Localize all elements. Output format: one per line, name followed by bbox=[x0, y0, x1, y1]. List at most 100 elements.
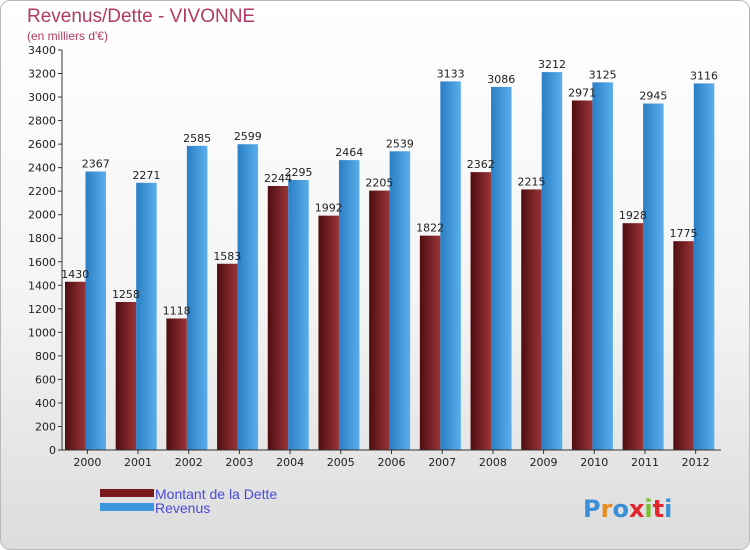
logo-letter: r bbox=[601, 495, 613, 523]
value-label-dette-2003: 1583 bbox=[213, 250, 241, 263]
value-label-revenus-2007: 3133 bbox=[437, 67, 465, 80]
value-labels-layer: 1430 1258 1118 1583 2244 1992 2205 1822 2362 2215… bbox=[61, 58, 718, 317]
bar-revenus-2004 bbox=[288, 180, 309, 450]
bar-revenus-2009 bbox=[541, 72, 563, 450]
bar-revenus-2001 bbox=[136, 182, 157, 450]
bar-dette-2002 bbox=[166, 318, 187, 450]
value-label-dette-2009: 2215 bbox=[517, 175, 545, 188]
bar-revenus-2007 bbox=[440, 81, 461, 450]
bar-dette-2008 bbox=[470, 172, 492, 450]
y-tick-label-400: 400 bbox=[35, 397, 56, 410]
bar-dette-2010 bbox=[571, 100, 593, 451]
x-tick-label-2000: 2000 bbox=[73, 456, 101, 469]
x-tick-label-2004: 2004 bbox=[276, 456, 304, 469]
axes-layer: 0 200 400 600 800 1000 1200 1400 1600 1800 2000 220… bbox=[28, 44, 721, 469]
y-tick-label-1400: 1400 bbox=[28, 279, 56, 292]
y-tick-label-2800: 2800 bbox=[28, 115, 56, 128]
value-label-dette-2012: 1775 bbox=[670, 227, 698, 240]
bar-dette-2005 bbox=[318, 215, 339, 450]
x-tick-label-2012: 2012 bbox=[682, 456, 710, 469]
legend-label-dette: Montant de la Dette bbox=[155, 486, 277, 502]
value-label-revenus-2002: 2585 bbox=[183, 132, 211, 145]
chart-subtitle: (en milliers d'€) bbox=[27, 29, 108, 43]
bar-dette-2012 bbox=[673, 241, 694, 450]
value-label-revenus-2004: 2295 bbox=[285, 166, 313, 179]
bar-dette-2006 bbox=[369, 190, 390, 450]
bar-revenus-2002 bbox=[186, 145, 208, 450]
y-tick-label-0: 0 bbox=[49, 444, 56, 457]
x-tick-label-2009: 2009 bbox=[530, 456, 558, 469]
x-tick-label-2010: 2010 bbox=[580, 456, 608, 469]
y-tick-label-3200: 3200 bbox=[28, 68, 56, 81]
bar-dette-2001 bbox=[115, 302, 137, 450]
logo-letter: x bbox=[629, 495, 645, 523]
legend-swatch-dette bbox=[100, 489, 154, 497]
x-tick-label-2005: 2005 bbox=[327, 456, 355, 469]
y-tick-label-2600: 2600 bbox=[28, 138, 56, 151]
bar-dette-2011 bbox=[622, 223, 644, 450]
value-label-revenus-2008: 3086 bbox=[487, 73, 515, 86]
bar-revenus-2012 bbox=[693, 83, 715, 450]
legend-label-revenus: Revenus bbox=[155, 500, 210, 516]
value-label-revenus-2005: 2464 bbox=[335, 146, 363, 159]
y-tick-label-2200: 2200 bbox=[28, 185, 56, 198]
value-label-revenus-2000: 2367 bbox=[82, 158, 110, 171]
y-tick-label-1000: 1000 bbox=[28, 326, 56, 339]
bar-revenus-2008 bbox=[491, 86, 512, 451]
proxiti-logo: Proxiti bbox=[583, 495, 672, 523]
bar-revenus-2010 bbox=[592, 82, 613, 451]
bar-revenus-2005 bbox=[338, 160, 360, 450]
y-tick-label-3400: 3400 bbox=[28, 44, 56, 57]
bar-dette-2000 bbox=[65, 281, 86, 450]
bars-layer bbox=[65, 72, 715, 451]
value-label-revenus-2012: 3116 bbox=[690, 69, 718, 82]
value-label-revenus-2009: 3212 bbox=[538, 58, 566, 71]
y-tick-label-2400: 2400 bbox=[28, 162, 56, 175]
logo-letter: t bbox=[653, 495, 664, 523]
y-tick-label-200: 200 bbox=[35, 420, 56, 433]
logo-letter: i bbox=[664, 495, 672, 523]
x-tick-label-2006: 2006 bbox=[378, 456, 406, 469]
legend: Montant de la Dette Revenus bbox=[100, 486, 277, 516]
bar-revenus-2003 bbox=[237, 144, 259, 450]
value-label-revenus-2001: 2271 bbox=[132, 169, 160, 182]
value-label-revenus-2010: 3125 bbox=[589, 68, 617, 81]
value-label-dette-2001: 1258 bbox=[112, 288, 140, 301]
bar-dette-2003 bbox=[217, 263, 238, 450]
y-tick-label-1800: 1800 bbox=[28, 232, 56, 245]
x-tick-label-2007: 2007 bbox=[428, 456, 456, 469]
value-label-revenus-2006: 2539 bbox=[386, 137, 414, 150]
value-label-revenus-2011: 2945 bbox=[639, 90, 667, 103]
logo-letter: o bbox=[612, 495, 629, 523]
bar-revenus-2006 bbox=[389, 151, 411, 450]
bar-dette-2004 bbox=[267, 186, 289, 450]
bar-dette-2007 bbox=[419, 235, 441, 450]
value-label-dette-2000: 1430 bbox=[61, 268, 89, 281]
x-tick-label-2008: 2008 bbox=[479, 456, 507, 469]
value-label-dette-2010: 2971 bbox=[568, 86, 596, 99]
logo-letter: i bbox=[644, 495, 652, 523]
y-tick-label-3000: 3000 bbox=[28, 91, 56, 104]
value-label-dette-2011: 1928 bbox=[619, 209, 647, 222]
bar-revenus-2011 bbox=[643, 103, 664, 450]
value-label-dette-2002: 1118 bbox=[163, 304, 191, 317]
y-tick-label-600: 600 bbox=[35, 373, 56, 386]
legend-swatch-revenus bbox=[100, 503, 154, 511]
y-tick-label-1600: 1600 bbox=[28, 256, 56, 269]
x-tick-label-2001: 2001 bbox=[124, 456, 152, 469]
y-tick-label-1200: 1200 bbox=[28, 303, 56, 316]
x-tick-label-2002: 2002 bbox=[175, 456, 203, 469]
value-label-revenus-2003: 2599 bbox=[234, 130, 262, 143]
value-label-dette-2007: 1822 bbox=[416, 222, 444, 235]
value-label-dette-2004: 2244 bbox=[264, 172, 292, 185]
x-tick-label-2011: 2011 bbox=[631, 456, 659, 469]
x-tick-label-2003: 2003 bbox=[225, 456, 253, 469]
y-tick-label-800: 800 bbox=[35, 350, 56, 363]
value-label-dette-2006: 2205 bbox=[365, 177, 393, 190]
bar-dette-2009 bbox=[521, 189, 542, 451]
bar-revenus-2000 bbox=[85, 171, 106, 450]
logo-letter: P bbox=[583, 495, 601, 523]
y-tick-label-2000: 2000 bbox=[28, 209, 56, 222]
value-label-dette-2008: 2362 bbox=[467, 158, 495, 171]
